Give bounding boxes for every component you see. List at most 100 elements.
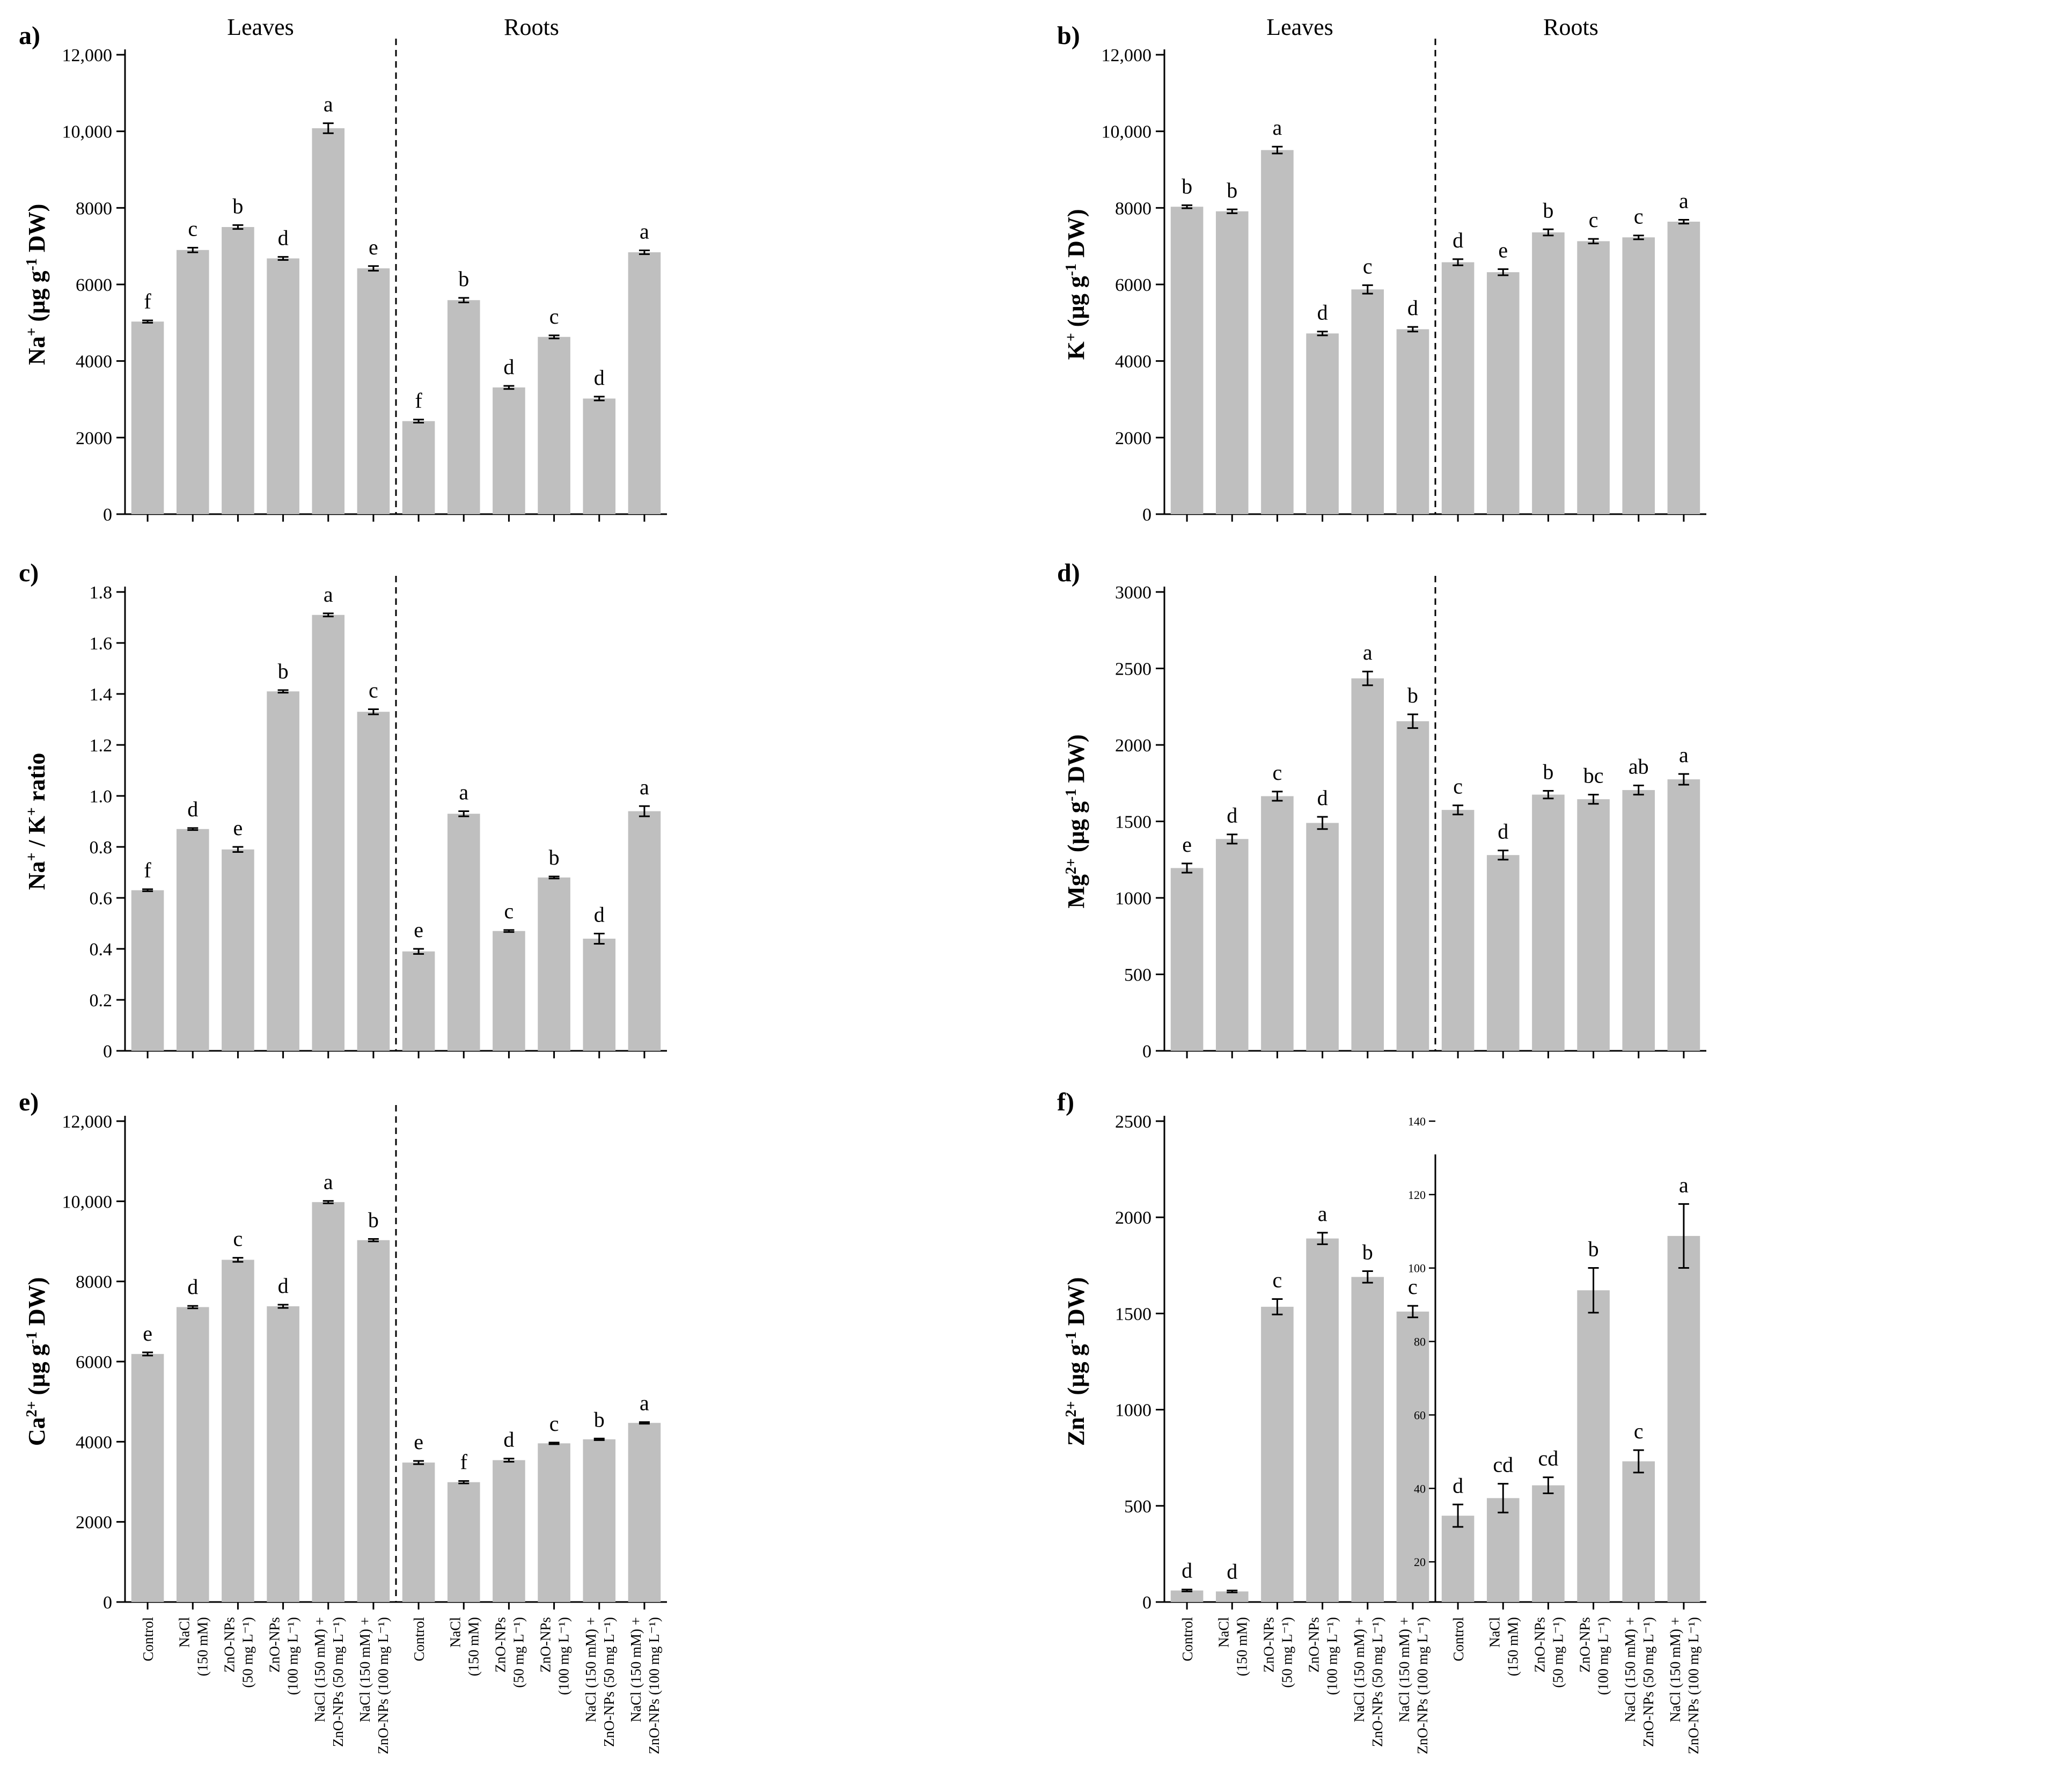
y-axis-label: Zn2+ (µg g-1 DW) <box>1063 1277 1090 1446</box>
significance-letter: a <box>1273 115 1282 140</box>
significance-letter: a <box>324 1170 333 1194</box>
significance-letter: d <box>503 1428 514 1452</box>
roots-bar <box>402 951 435 1051</box>
roots-bar <box>1577 241 1610 514</box>
leaves-bar <box>222 1260 254 1602</box>
roots-bar <box>583 398 616 514</box>
significance-letter: b <box>368 1208 379 1232</box>
leaves-bar <box>1215 1591 1249 1602</box>
significance-letter: a <box>459 780 468 804</box>
significance-letter: c <box>504 899 514 923</box>
category-label-line: NaCl (150 mM) + <box>312 1617 328 1722</box>
inset-y-tick-label: 80 <box>1414 1335 1426 1349</box>
leaves-bar <box>1351 678 1384 1051</box>
leaves-bar <box>1351 289 1384 514</box>
leaves-bar <box>1170 1590 1204 1602</box>
y-tick-label: 6000 <box>76 1352 112 1372</box>
significance-letter: d <box>1182 1559 1192 1583</box>
leaves-bar <box>176 250 209 514</box>
category-label-line: NaCl <box>1215 1617 1231 1648</box>
significance-letter: c <box>1408 1275 1418 1299</box>
category-label-line: NaCl (150 mM) + <box>1667 1617 1683 1722</box>
category-label-line: (50 mg L⁻¹) <box>1550 1617 1566 1688</box>
y-tick-label: 12,000 <box>1102 46 1152 65</box>
roots-bar <box>583 939 616 1051</box>
significance-letter: b <box>549 845 560 869</box>
significance-letter: d <box>1498 820 1508 844</box>
category-label-line: (50 mg L⁻¹) <box>510 1617 526 1688</box>
significance-letter: b <box>1543 198 1553 222</box>
category-label-line: ZnO-NPs (100 mg L⁻¹) <box>1414 1617 1431 1754</box>
y-tick-label: 12,000 <box>62 46 113 65</box>
significance-letter: a <box>640 1391 649 1415</box>
inset-y-tick-label: 60 <box>1414 1408 1426 1422</box>
roots-bar <box>402 421 435 514</box>
roots-bar <box>1532 794 1565 1051</box>
category-label: ZnO-NPs (100 mg L⁻¹) <box>538 1617 572 1695</box>
category-label-line: Control <box>411 1617 427 1662</box>
y-tick-label: 4000 <box>76 1432 112 1452</box>
y-tick-label: 1.8 <box>90 583 113 603</box>
y-tick-label: 1.0 <box>90 787 113 807</box>
roots-bar <box>1532 232 1565 514</box>
category-label-line: ZnO-NPs (50 mg L⁻¹) <box>1369 1617 1385 1747</box>
significance-letter: e <box>1182 832 1192 857</box>
y-tick-label: 4000 <box>76 352 112 372</box>
category-label: ZnO-NPs (50 mg L⁻¹) <box>492 1617 526 1688</box>
y-tick-label: 6000 <box>1115 275 1151 295</box>
category-label: Control <box>1179 1617 1195 1662</box>
significance-letter: e <box>1498 238 1508 262</box>
significance-letter: b <box>1227 178 1237 202</box>
leaves-bar <box>267 258 299 514</box>
y-tick-label: 2000 <box>1115 428 1151 448</box>
category-label: ZnO-NPs (100 mg L⁻¹) <box>1306 1617 1340 1695</box>
leaves-bar <box>1306 823 1339 1051</box>
significance-letter: d <box>594 903 605 927</box>
y-tick-label: 3000 <box>1115 583 1151 603</box>
significance-letter: d <box>278 226 289 250</box>
significance-letter: a <box>640 775 649 799</box>
leaves-bar <box>1170 207 1204 514</box>
category-label: NaCl (150 mM) + ZnO-NPs (100 mg L⁻¹) <box>357 1617 391 1754</box>
y-tick-label: 2500 <box>1115 1112 1151 1132</box>
significance-letter: f <box>144 289 151 313</box>
leaves-bar <box>1170 868 1204 1051</box>
category-label: NaCl (150 mM) <box>1215 1617 1250 1676</box>
significance-letter: b <box>1182 174 1192 198</box>
section-label-leaves: Leaves <box>227 14 294 40</box>
y-tick-label: 2500 <box>1115 660 1151 679</box>
significance-letter: a <box>1679 743 1689 767</box>
significance-letter: b <box>278 659 289 683</box>
category-label-line: ZnO-NPs <box>492 1617 508 1673</box>
significance-letter: c <box>1363 254 1373 278</box>
panel-c: c) Na+ / K+ ratio 0 0.2 0.4 0.6 0.8 1.0 1.2 1.4 1.… <box>19 559 667 1062</box>
y-tick-label: 2000 <box>1115 1208 1151 1228</box>
roots-bar <box>538 877 570 1051</box>
roots-bar <box>447 814 480 1051</box>
y-axis-label: Na+ (µg g-1 DW) <box>24 204 50 365</box>
roots-bar <box>447 300 480 514</box>
category-label-line: ZnO-NPs <box>1531 1617 1547 1673</box>
category-label-line: Control <box>140 1617 156 1662</box>
category-label: NaCl (150 mM) + ZnO-NPs (50 mg L⁻¹) <box>583 1617 617 1747</box>
y-tick-label: 1000 <box>1115 889 1151 909</box>
leaves-bar <box>1396 329 1429 514</box>
y-tick-label: 0.6 <box>90 889 113 909</box>
y-tick-label: 0.8 <box>90 838 113 858</box>
leaves-bar <box>357 268 390 514</box>
y-tick-label: 1000 <box>1115 1401 1151 1421</box>
category-label-line: ZnO-NPs (50 mg L⁻¹) <box>330 1617 346 1747</box>
category-label-line: NaCl (150 mM) + <box>1396 1617 1412 1722</box>
y-tick-label: 8000 <box>76 1272 112 1292</box>
category-label: ZnO-NPs (50 mg L⁻¹) <box>221 1617 255 1688</box>
significance-letter: d <box>1407 296 1418 320</box>
roots-bar <box>493 931 525 1051</box>
roots-bar <box>1486 855 1520 1051</box>
significance-letter: c <box>1273 760 1282 785</box>
leaves-bar <box>1396 721 1429 1051</box>
significance-letter: d <box>1227 803 1237 828</box>
significance-letter: c <box>549 1411 559 1436</box>
category-label-line: (150 mM) <box>1234 1617 1250 1676</box>
significance-letter: c <box>549 304 559 328</box>
leaves-bar <box>222 849 254 1051</box>
